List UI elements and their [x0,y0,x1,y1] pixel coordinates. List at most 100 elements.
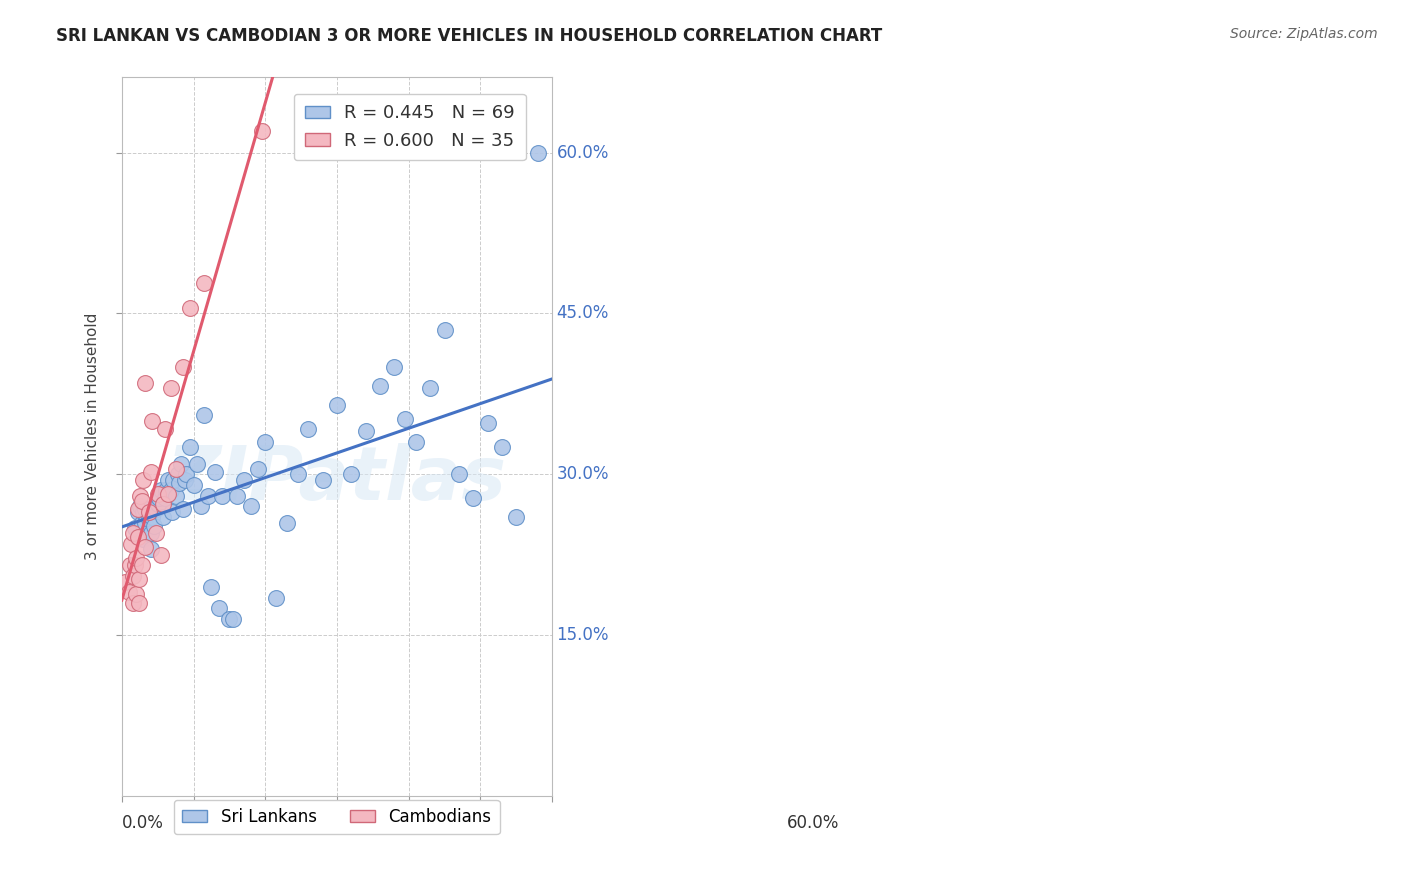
Point [447,467,470,482]
Point [157,486,180,500]
Text: SRI LANKAN VS CAMBODIAN 3 OR MORE VEHICLES IN HOUSEHOLD CORRELATION CHART: SRI LANKAN VS CAMBODIAN 3 OR MORE VEHICL… [56,27,883,45]
Point [128,489,150,503]
Text: 60.0%: 60.0% [786,814,839,832]
Point [152,510,174,524]
Point [394,411,416,425]
Text: 30.0%: 30.0% [557,466,609,483]
Point [125,587,148,601]
Point [176,467,198,482]
Point [526,145,548,160]
Point [150,548,173,562]
Point [132,532,155,546]
Point [139,542,162,557]
Point [254,435,277,450]
Point [128,500,150,514]
Point [128,596,150,610]
Point [128,573,150,587]
Point [132,473,155,487]
Point [179,441,201,455]
Point [222,612,245,626]
Point [247,462,270,476]
Point [183,478,205,492]
Point [131,558,153,573]
Point [114,574,136,589]
Point [232,473,254,487]
Point [138,512,160,526]
Point [382,359,405,374]
Point [152,497,174,511]
Point [225,489,247,503]
Point [153,491,176,505]
Point [368,379,391,393]
Text: 0.0%: 0.0% [122,814,163,832]
Point [491,441,513,455]
Point [139,465,162,479]
Point [143,518,166,533]
Text: ZIPatlas: ZIPatlas [167,443,508,516]
Point [166,467,188,482]
Point [118,585,141,599]
Point [121,596,143,610]
Point [419,382,441,396]
Point [155,483,177,498]
Legend: Sri Lankans, Cambodians: Sri Lankans, Cambodians [174,800,499,835]
Point [200,580,222,594]
Point [204,465,226,479]
Point [131,494,153,508]
Point [186,457,208,471]
Point [125,551,148,566]
Point [121,526,143,541]
Point [354,425,377,439]
Text: 15.0%: 15.0% [557,626,609,644]
Point [157,473,180,487]
Point [135,526,157,541]
Point [124,558,146,573]
Point [340,467,363,482]
Point [153,422,176,436]
Point [159,483,181,498]
Point [139,526,162,541]
Point [172,359,194,374]
Point [131,516,153,530]
Point [134,376,156,391]
Point [132,505,155,519]
Point [159,382,181,396]
Point [405,435,427,450]
Point [193,409,215,423]
Point [150,483,173,498]
Point [165,489,187,503]
Point [146,497,169,511]
Point [134,516,156,530]
Point [505,510,527,524]
Point [239,500,262,514]
Point [127,529,149,543]
Point [120,537,142,551]
Text: 45.0%: 45.0% [557,304,609,322]
Point [433,322,456,336]
Point [211,489,233,503]
Point [162,473,184,487]
Point [276,516,298,530]
Point [172,501,194,516]
Point [138,505,160,519]
Point [218,612,240,626]
Point [197,489,219,503]
Point [169,457,191,471]
Point [208,601,231,615]
Point [145,501,167,516]
Point [165,462,187,476]
Point [179,301,201,315]
Point [134,541,156,555]
Point [193,277,215,291]
Point [250,124,273,138]
Point [297,422,319,436]
Point [127,501,149,516]
Text: 60.0%: 60.0% [557,144,609,161]
Y-axis label: 3 or more Vehicles in Household: 3 or more Vehicles in Household [86,313,100,560]
Point [311,473,333,487]
Point [190,500,212,514]
Text: Source: ZipAtlas.com: Source: ZipAtlas.com [1230,27,1378,41]
Point [326,398,349,412]
Point [145,526,167,541]
Point [174,473,197,487]
